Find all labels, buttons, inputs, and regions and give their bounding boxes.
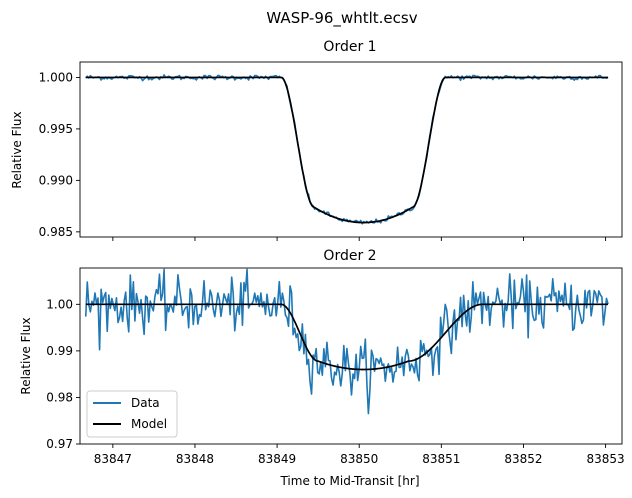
xtick-label: 83850 <box>340 452 378 466</box>
panel-order-1-marks <box>85 74 609 225</box>
xtick-label: 83847 <box>94 452 132 466</box>
ytick-label: 0.97 <box>46 437 73 451</box>
panel-order-1-frame <box>79 61 623 238</box>
data-series-line <box>85 74 609 225</box>
panel-order-1-ylabel: Relative Flux <box>10 111 24 188</box>
ytick-label: 0.98 <box>46 390 73 404</box>
legend-model-label: Model <box>131 417 167 431</box>
xtick-label: 83848 <box>176 452 214 466</box>
panel-order-2-ylabel: Relative Flux <box>19 317 33 394</box>
panel-order-2: Order 2 Relative Flux Time to Mid-Transi… <box>19 248 625 488</box>
panel-order-1: Order 1 Relative Flux 0.985 0.990 0.995 1.0… <box>10 39 623 241</box>
data-series-line <box>84 268 609 415</box>
model-series-line <box>85 76 609 224</box>
xtick-label: 83851 <box>422 452 460 466</box>
xtick-label: 83853 <box>586 452 624 466</box>
panel-order-2-title: Order 2 <box>323 248 376 264</box>
legend-data-label: Data <box>131 396 160 410</box>
panel-order-2-frame <box>79 267 623 445</box>
model-series-line <box>85 303 609 371</box>
ytick-label: 0.990 <box>39 173 73 187</box>
panel-order-2-xlabel: Time to Mid-Transit [hr] <box>279 474 419 488</box>
panel-order-1-title: Order 1 <box>323 39 376 55</box>
legend: Data Model <box>86 390 178 438</box>
panel-order-2-marks <box>84 268 609 415</box>
ytick-label: 0.99 <box>46 344 73 358</box>
ytick-label: 0.985 <box>39 225 73 239</box>
xtick-label: 83849 <box>258 452 296 466</box>
figure-title: WASP-96_whtlt.ecsv <box>266 9 417 28</box>
xtick-label: 83852 <box>504 452 542 466</box>
ytick-label: 0.995 <box>39 122 73 136</box>
ytick-label: 1.00 <box>46 297 73 311</box>
ytick-label: 1.000 <box>39 70 73 84</box>
